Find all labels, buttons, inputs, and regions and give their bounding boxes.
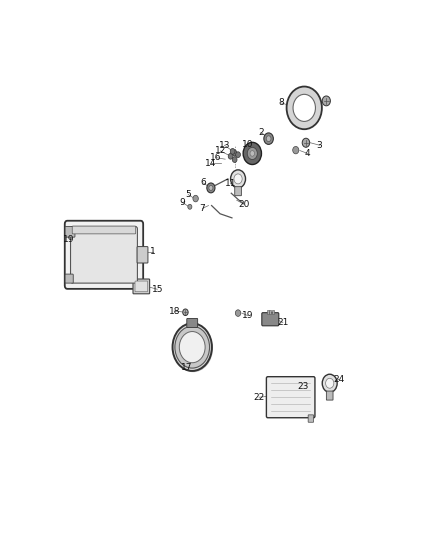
- Circle shape: [243, 142, 261, 165]
- FancyBboxPatch shape: [187, 318, 198, 327]
- Text: 12: 12: [215, 147, 226, 156]
- Text: 3: 3: [317, 141, 322, 150]
- Text: 22: 22: [254, 393, 265, 402]
- Text: 10: 10: [242, 140, 253, 149]
- Circle shape: [175, 326, 209, 368]
- Circle shape: [325, 378, 334, 388]
- Circle shape: [264, 133, 273, 144]
- Circle shape: [232, 157, 237, 163]
- FancyBboxPatch shape: [269, 310, 271, 314]
- Circle shape: [183, 309, 188, 316]
- Circle shape: [250, 151, 254, 156]
- Circle shape: [322, 96, 330, 106]
- FancyBboxPatch shape: [137, 247, 148, 263]
- Circle shape: [230, 170, 246, 188]
- FancyBboxPatch shape: [65, 221, 143, 289]
- Circle shape: [322, 374, 337, 392]
- FancyBboxPatch shape: [71, 227, 138, 283]
- FancyBboxPatch shape: [133, 279, 150, 294]
- Circle shape: [293, 147, 299, 154]
- FancyBboxPatch shape: [262, 313, 279, 326]
- Text: 5: 5: [185, 190, 191, 199]
- Text: 15: 15: [152, 285, 163, 294]
- Circle shape: [209, 185, 213, 190]
- Circle shape: [293, 94, 315, 122]
- Text: 20: 20: [238, 200, 250, 209]
- Text: 7: 7: [200, 204, 205, 213]
- Text: 23: 23: [297, 382, 309, 391]
- Circle shape: [228, 154, 233, 159]
- FancyBboxPatch shape: [266, 377, 315, 418]
- Circle shape: [207, 183, 215, 193]
- FancyBboxPatch shape: [65, 227, 75, 237]
- Text: 11: 11: [225, 179, 237, 188]
- Circle shape: [236, 152, 240, 158]
- Text: 24: 24: [334, 375, 345, 384]
- Text: 2: 2: [258, 128, 264, 137]
- Text: 8: 8: [279, 99, 284, 108]
- Text: 16: 16: [210, 153, 221, 162]
- Circle shape: [266, 136, 271, 142]
- Text: 13: 13: [219, 141, 230, 150]
- Circle shape: [173, 325, 213, 372]
- FancyBboxPatch shape: [72, 226, 136, 234]
- Circle shape: [286, 86, 322, 129]
- Text: 4: 4: [305, 149, 311, 158]
- FancyBboxPatch shape: [135, 281, 148, 292]
- Circle shape: [188, 204, 192, 209]
- Text: 18: 18: [169, 306, 180, 316]
- Text: 14: 14: [205, 159, 216, 168]
- Text: 21: 21: [277, 318, 289, 327]
- FancyBboxPatch shape: [308, 415, 314, 422]
- Circle shape: [302, 138, 310, 147]
- Circle shape: [232, 150, 237, 156]
- Text: 19: 19: [63, 235, 74, 244]
- FancyBboxPatch shape: [65, 274, 73, 283]
- Text: 6: 6: [201, 179, 206, 188]
- Text: 9: 9: [179, 198, 185, 207]
- FancyBboxPatch shape: [272, 310, 274, 314]
- FancyBboxPatch shape: [267, 310, 268, 314]
- FancyBboxPatch shape: [235, 187, 241, 196]
- Text: 1: 1: [150, 247, 156, 256]
- Circle shape: [193, 195, 198, 202]
- Text: 19: 19: [242, 311, 253, 320]
- Circle shape: [173, 324, 212, 371]
- Circle shape: [247, 147, 258, 159]
- FancyBboxPatch shape: [326, 391, 333, 400]
- Text: 17: 17: [181, 363, 192, 372]
- Circle shape: [179, 332, 205, 363]
- Circle shape: [230, 149, 235, 154]
- Circle shape: [235, 310, 241, 317]
- Circle shape: [234, 174, 242, 184]
